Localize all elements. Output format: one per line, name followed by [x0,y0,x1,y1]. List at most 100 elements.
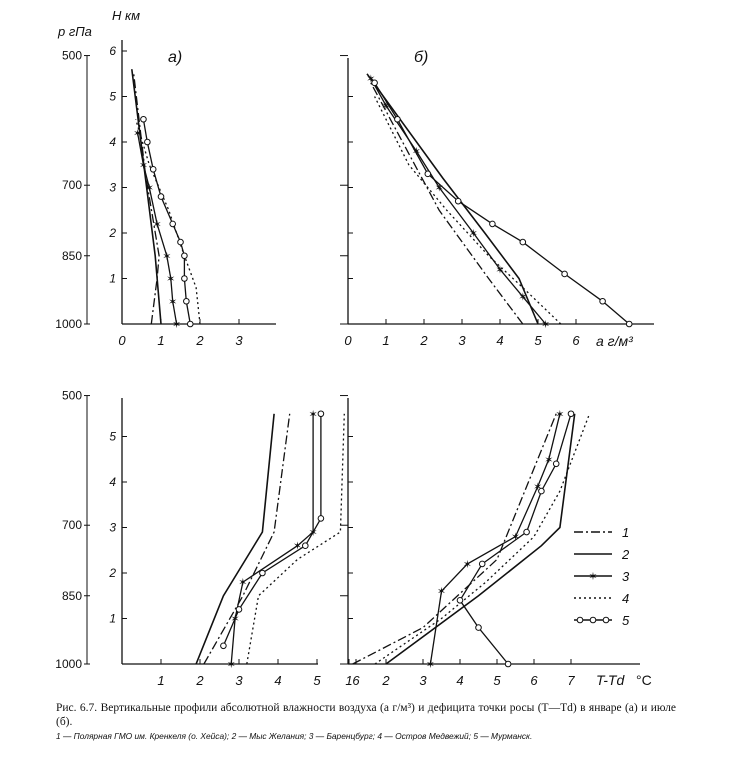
series-line-3 [429,413,561,665]
x-tick-label: 3 [419,673,427,688]
series-5-point [140,115,147,123]
panel-1: 0 1 2 3 4 5 6✶✶✶✶✶✶✶✶ [340,55,654,348]
x-tick-label: 1 [157,673,164,688]
legend-label-3: 3 [622,569,630,584]
figure-caption: Рис. 6.7. Вертикальные профили абсолютно… [56,701,676,742]
plots-group: 0 1 2 3 1 2 3 4 5 6 500 700 850 1000 ✶ ✶ ✶ ✶ ✶ ✶ ✶ ✶ 0 1 2 3 4 5 6 ✶ ✶… [55,40,654,688]
series-line-1 [203,413,291,665]
series-5-point [489,220,496,228]
series-line-5 [222,413,322,647]
series-line-5 [459,413,572,665]
x-tick-label: 1 [382,333,389,348]
series-5-point [157,193,165,200]
series-5-point [519,238,527,246]
series-line-3 [370,77,547,325]
series-5-point [149,166,157,173]
series-3-point: ✶ [381,101,390,113]
pressure-tick-label: 700 [62,518,82,532]
series-5-point [567,410,575,418]
legend-label-1: 1 [622,525,629,540]
height-tick-label: 4 [109,135,116,149]
series-5-point [169,220,176,228]
series-5-point [625,320,633,328]
series-line-4 [374,96,562,325]
series-3-point: ✶ [544,454,553,466]
series-line-2 [131,69,162,325]
series-line-2 [366,73,539,325]
legend-label-5: 5 [622,613,630,628]
series-3-point: ✶ [555,409,564,421]
series-3-point: ✶ [168,296,177,308]
series-3-point: ✶ [162,251,171,263]
legend-label-2: 2 [621,547,630,562]
panel-a-label: а) [168,49,182,66]
x-tick-label: 5 [534,333,542,348]
series-line-5 [374,82,630,325]
series-5-point [317,515,325,522]
x-tick-label: 6 [572,333,580,348]
series-5-point [523,528,530,536]
height-tick-label: 5 [109,90,116,104]
pressure-tick-label: 850 [62,249,82,263]
x-tick-label: 2 [419,333,428,348]
series-3-point: ✶ [172,319,181,331]
pressure-tick-label: 850 [62,589,82,603]
height-tick-label: 2 [108,226,116,240]
pressure-axis-title: p гПа [57,24,92,39]
series-3-point: ✶ [227,659,236,671]
series-3-point: ✶ [133,128,142,140]
series-line-4 [246,413,345,665]
legend-marker: ✶ [588,571,597,583]
panel-b-label: б) [414,49,428,66]
x-tick-label: 3 [458,333,466,348]
x-tick-label: 4 [496,333,503,348]
height-tick-label: 1 [109,612,116,626]
legend: 1 2 ✶ 3 4 5 [574,525,630,628]
x-tick-label: 6 [530,673,538,688]
series-5-point [394,115,401,123]
series-5-point [561,270,568,278]
series-3-point: ✶ [511,532,520,544]
series-5-point [317,410,325,418]
series-line-2 [385,413,576,665]
pressure-tick-label: 1000 [55,317,82,331]
legend-marker [576,616,584,624]
series-3-point: ✶ [469,228,478,240]
x-tick-label: 6 [352,673,360,688]
x-tick-label: 2 [195,673,204,688]
height-tick-label: 2 [108,566,116,580]
series-5-point [475,624,482,631]
series-5-point [144,138,151,146]
series-5-point [599,297,606,305]
height-tick-label: 3 [109,181,116,195]
height-axis-title: H км [112,8,140,23]
x-tick-label: 5 [493,673,501,688]
panel-3: 1 2 3 4 5 6 7 ✶ ✶ ✶ ✶ ✶ ✶ ✶ [340,395,640,688]
panel-0: 0 1 2 3 1 2 3 4 5 6 500 700 850 1000 ✶ ✶ ✶ ✶ ✶ ✶ ✶ ✶ [55,40,276,348]
x-tick-label: 0 [118,333,126,348]
deficit-unit-label: °C [636,672,652,688]
series-3-point: ✶ [238,577,247,589]
deficit-axis-label: T-Td [596,672,625,688]
height-tick-label: 5 [109,430,116,444]
series-5-point [456,597,464,604]
series-line-4 [374,413,591,665]
series-5-point [504,660,512,668]
series-3-point: ✶ [145,183,154,195]
series-3-point: ✶ [435,183,444,195]
series-5-point [538,487,545,495]
pressure-tick-label: 700 [62,178,82,192]
x-tick-label: 2 [381,673,390,688]
series-5-point [424,170,432,178]
series-line-2 [195,413,275,665]
series-line-1 [370,82,524,325]
series-3-point: ✶ [366,73,375,85]
x-tick-label: 5 [313,673,321,688]
series-5-point [454,197,462,205]
series-3-point: ✶ [293,541,302,553]
height-tick-label: 4 [109,475,116,489]
series-5-point [235,606,243,613]
x-tick-label: 1 [345,673,352,688]
series-5-point [259,569,266,577]
